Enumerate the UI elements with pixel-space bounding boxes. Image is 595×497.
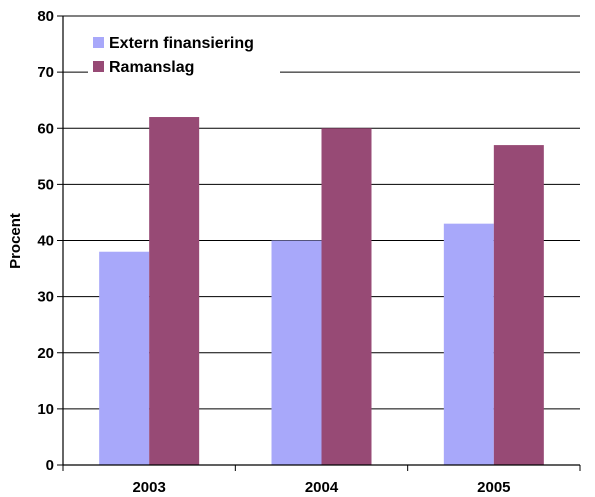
y-tick-label: 70 [37, 64, 54, 81]
y-tick-label: 80 [37, 8, 54, 25]
x-tick-label: 2004 [305, 479, 339, 496]
legend-label: Extern finansiering [109, 35, 254, 52]
y-tick-label: 20 [37, 345, 54, 362]
legend-swatch [93, 61, 104, 72]
y-tick-label: 10 [37, 401, 54, 418]
axes [57, 15, 581, 471]
legend-label: Ramanslag [109, 59, 194, 76]
y-tick-label: 30 [37, 289, 54, 306]
bar-extern-finansiering-2004 [271, 240, 322, 465]
x-tick-label: 2003 [132, 479, 165, 496]
y-tick-label: 50 [37, 176, 54, 193]
y-tick-label: 40 [37, 233, 54, 250]
legend: Extern finansiering Ramanslag [88, 28, 280, 80]
bar-extern-finansiering-2003 [99, 251, 150, 465]
y-axis-title: Procent [7, 213, 24, 269]
bar-ramanslag-2003 [149, 117, 200, 466]
legend-swatch [93, 37, 104, 48]
bar-ramanslag-2004 [321, 128, 372, 465]
x-tick-label: 2005 [477, 479, 510, 496]
legend-background [88, 28, 280, 80]
bar-ramanslag-2005 [493, 145, 544, 465]
bar-extern-finansiering-2005 [443, 223, 494, 465]
y-tick-label: 0 [46, 457, 54, 474]
tick-labels: 0 10 20 30 40 50 60 70 80 2003 2004 2005 [37, 8, 510, 496]
y-tick-label: 60 [37, 120, 54, 137]
bars [99, 117, 544, 466]
